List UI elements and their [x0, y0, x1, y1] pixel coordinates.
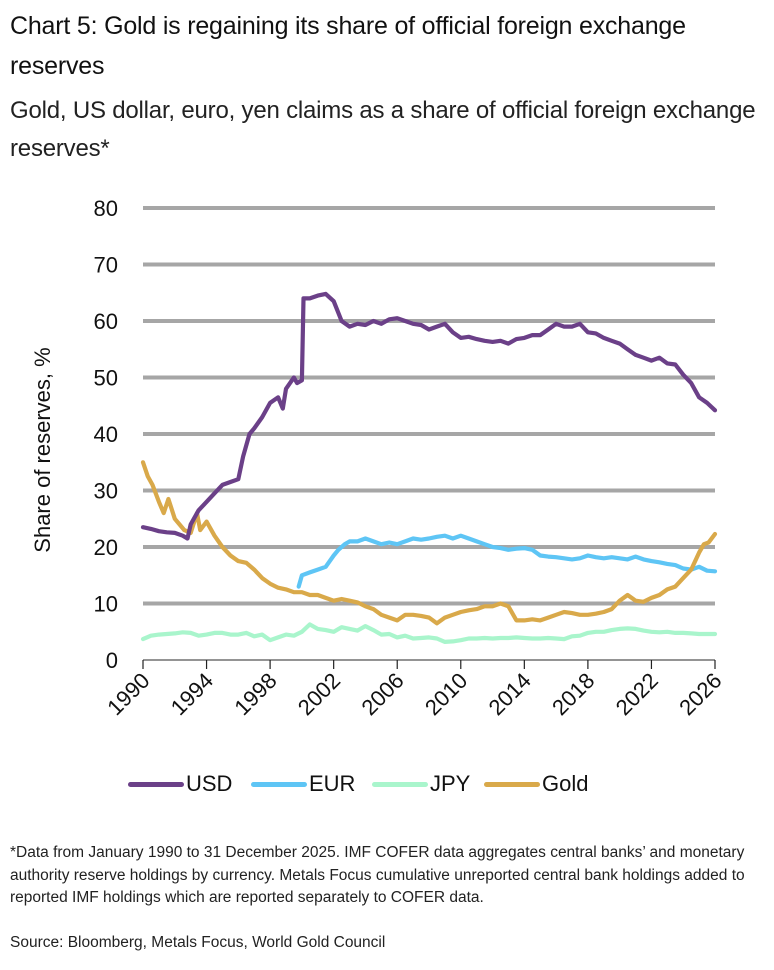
- legend-item-jpy: JPY: [372, 768, 470, 800]
- y-axis-ticks: 0 10 20 30 40 50 60 70 80: [94, 196, 118, 673]
- series-lines: [140, 291, 718, 644]
- x-tick-label: 2022: [611, 668, 663, 720]
- series-line-usd: [140, 291, 718, 541]
- y-tick-label: 30: [94, 479, 118, 504]
- y-tick-label: 60: [94, 309, 118, 334]
- series-line-jpy: [140, 622, 718, 644]
- chart-subtitle: Gold, US dollar, euro, yen claims as a s…: [10, 97, 756, 162]
- gridlines: [143, 206, 715, 606]
- source-note: Source: Bloomberg, Metals Focus, World G…: [10, 934, 386, 951]
- legend: USD EUR JPY Gold: [0, 768, 774, 800]
- legend-swatch-jpy: [372, 781, 428, 787]
- legend-swatch-eur: [251, 781, 307, 787]
- y-axis-label: Share of reserves, %: [30, 347, 55, 552]
- legend-item-gold: Gold: [484, 768, 588, 800]
- y-tick-label: 0: [106, 648, 118, 673]
- legend-swatch-gold: [484, 781, 540, 787]
- y-tick-label: 70: [94, 253, 118, 278]
- legend-item-eur: EUR: [251, 768, 355, 800]
- y-tick-label: 10: [94, 592, 118, 617]
- footnote: *Data from January 1990 to 31 December 2…: [10, 844, 745, 906]
- x-tick-label: 2010: [420, 668, 472, 720]
- legend-label-eur: EUR: [309, 771, 356, 796]
- x-tick-label: 2006: [356, 668, 408, 720]
- legend-swatch-usd: [128, 781, 184, 787]
- x-tick-label: 2014: [484, 668, 536, 720]
- legend-label-gold: Gold: [542, 771, 589, 796]
- legend-label-usd: USD: [186, 771, 233, 796]
- legend-label-jpy: JPY: [430, 771, 471, 796]
- legend-item-usd: USD: [128, 768, 232, 800]
- y-tick-label: 50: [94, 366, 118, 391]
- series-line-gold: [140, 460, 718, 626]
- x-tick-label: 2002: [293, 668, 345, 720]
- x-tick-label: 2018: [547, 668, 599, 720]
- x-tick-label: 1998: [229, 668, 281, 720]
- x-tick-label: 1990: [102, 668, 154, 720]
- y-tick-label: 40: [94, 422, 118, 447]
- series-line-eur: [296, 533, 718, 589]
- x-tick-label: 2026: [674, 668, 726, 720]
- y-tick-label: 20: [94, 535, 118, 560]
- y-tick-label: 80: [94, 196, 118, 221]
- chart-title: Chart 5: Gold is regaining its share of …: [10, 12, 686, 80]
- x-tick-label: 1994: [166, 668, 218, 720]
- x-axis-ticks: 1990 1994 1998 2002 2006 2010 2014 2018 2022 2026: [102, 660, 727, 720]
